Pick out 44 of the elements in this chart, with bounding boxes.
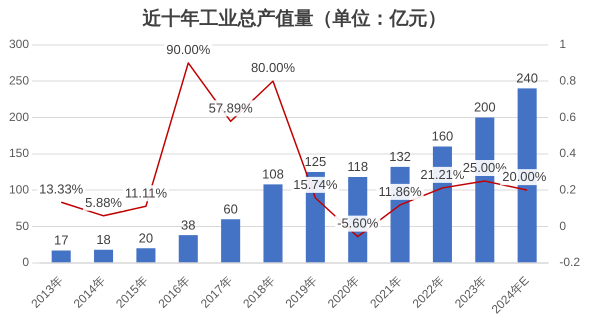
data-label: 57.89% [208, 100, 254, 116]
y2-tick-label: 0.8 [559, 73, 576, 88]
bar [94, 250, 114, 262]
chart-title: 近十年工业总产值量（单位：亿元） [142, 7, 446, 30]
data-label: 118 [347, 159, 368, 174]
data-label: 20 [138, 230, 154, 246]
bar [52, 250, 71, 262]
data-label: 240 [516, 70, 538, 86]
data-label: 18 [96, 232, 111, 247]
y-tick-label: 300 [8, 37, 30, 52]
data-label: 160 [432, 128, 454, 144]
data-label: 60 [223, 201, 238, 216]
bar [178, 235, 198, 262]
data-label: 125 [304, 154, 326, 170]
y2-tick-label: 0.6 [559, 110, 576, 124]
data-label: 13.33% [39, 181, 84, 196]
y2-tick-label: 0.2 [559, 182, 576, 196]
y-tick-label: 100 [8, 182, 30, 196]
data-label: 5.88% [85, 194, 122, 210]
data-label: 20.00% [502, 169, 547, 184]
data-label: 15.74% [293, 176, 338, 192]
data-label: 90.00% [166, 42, 211, 58]
y-tick-label: 150 [8, 146, 30, 160]
data-label: -5.60% [337, 216, 379, 231]
data-label: 11.86% [378, 184, 422, 199]
data-label: 11.11% [124, 185, 168, 200]
data-label: 38 [181, 217, 196, 232]
y2-tick-label: 1 [559, 37, 566, 52]
y2-tick-label: -0.2 [559, 255, 580, 270]
data-label: 200 [474, 100, 496, 115]
y-tick-label: 200 [8, 110, 30, 124]
y2-tick-label: 0 [559, 218, 566, 233]
bar [263, 184, 283, 262]
y-tick-label: 0 [22, 255, 30, 270]
y-tick-label: 250 [8, 73, 30, 88]
data-label: 80.00% [250, 60, 296, 76]
data-label: 17 [54, 232, 68, 248]
bar [221, 219, 240, 262]
data-label: 21.21% [420, 167, 465, 182]
bar [136, 248, 156, 262]
y-tick-label: 50 [16, 218, 30, 233]
data-label: 108 [262, 166, 284, 182]
y2-tick-label: 0.4 [559, 146, 576, 160]
data-label: 132 [389, 148, 411, 164]
